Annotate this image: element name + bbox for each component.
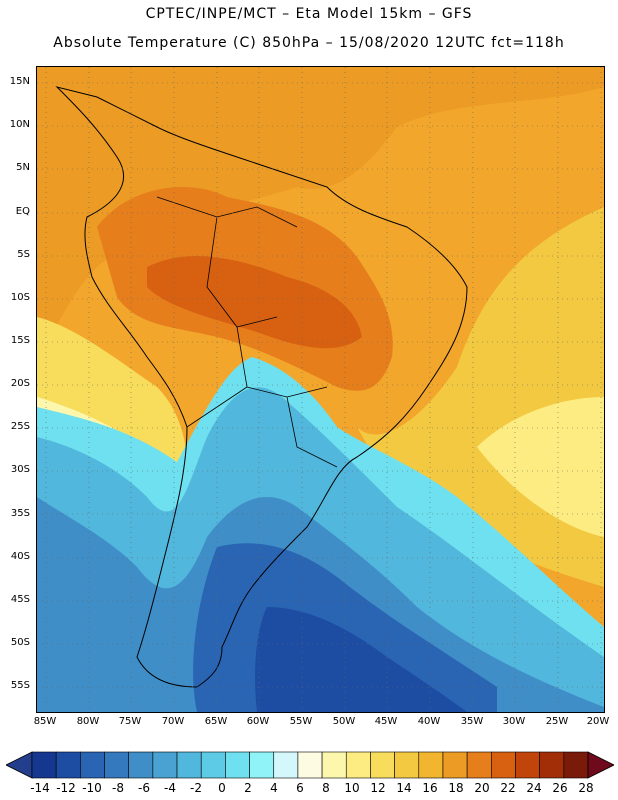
lat-label: 35S [10,508,30,519]
colorbar-cell [128,751,154,779]
lat-label: 55S [10,680,30,691]
colorbar-cell [442,751,468,779]
lat-label: 50S [10,637,30,648]
colorbar-label: 6 [296,781,304,795]
colorbar-label: 8 [322,781,330,795]
country-borders [156,196,338,468]
title-line-1: CPTEC/INPE/MCT – Eta Model 15km – GFS [145,6,473,22]
colorbar-cell [176,751,202,779]
colorbar-label: 24 [526,781,542,795]
temperature-map [37,67,604,712]
lat-label: 10N [9,119,30,130]
lon-label: 25W [545,716,569,727]
colorbar-cell [515,751,540,779]
lon-label: 70W [161,716,185,727]
colorbar-cell [55,751,81,779]
colorbar-cell [225,751,250,779]
lat-label: 45S [10,594,30,605]
lat-label: 5N [16,162,30,173]
title-line-2: Absolute Temperature (C) 850hPa – 15/08/… [53,35,565,51]
colorbar-cell [249,751,275,779]
lon-label: 60W [246,716,270,727]
lat-label: 40S [10,551,30,562]
lat-label: 15S [10,335,30,346]
colorbar-label: -10 [82,781,102,795]
colorbar-cell [418,751,444,779]
coastline-south-america [55,86,468,688]
colorbar-cell [273,751,299,779]
colorbar-cell [321,751,347,779]
colorbar-label: 10 [344,781,360,795]
colorbar-label: -12 [56,781,76,795]
colorbar-under-triangle [6,751,33,779]
colorbar-label: 28 [578,781,594,795]
shade-amazon-hotter [147,256,362,349]
colorbar-label: 22 [500,781,516,795]
colorbar-label: 16 [422,781,438,795]
colorbar-label: -14 [30,781,50,795]
lon-label: 80W [76,716,100,727]
lon-label: 35W [460,716,484,727]
lon-label: 20W [586,716,610,727]
lon-label: 30W [502,716,526,727]
colorbar-label: -8 [112,781,124,795]
lat-label: 20S [10,378,30,389]
colorbar-cells [31,751,589,779]
colorbar-label: -4 [164,781,176,795]
colorbar-label: 4 [270,781,278,795]
colorbar-cell [80,751,105,779]
colorbar-label: 14 [396,781,412,795]
lon-label: 45W [374,716,398,727]
shade-cold-deepest [255,607,467,712]
lon-label: 50W [332,716,356,727]
colorbar-cell [297,751,323,779]
lon-label: 85W [33,716,57,727]
colorbar-cell [370,751,395,779]
colorbar-cell [104,751,129,779]
colorbar-label: -2 [190,781,202,795]
lon-label: 40W [417,716,441,727]
colorbar [6,751,614,779]
colorbar-cell [563,751,589,779]
lat-label: 10S [10,292,30,303]
colorbar-label: 20 [474,781,490,795]
colorbar-label: -6 [138,781,150,795]
lat-label: 15N [9,76,30,87]
lat-label: EQ [15,206,30,217]
colorbar-cell [466,751,492,779]
colorbar-cell [31,751,57,779]
lat-label: 25S [10,421,30,432]
lon-label: 75W [118,716,142,727]
colorbar-cell [345,751,371,779]
colorbar-cell [539,751,565,779]
colorbar-cell [490,751,516,779]
lat-label: 5S [17,249,30,260]
colorbar-over-triangle [587,751,614,779]
colorbar-cell [394,751,420,779]
colorbar-label: 2 [244,781,252,795]
colorbar-label: 18 [448,781,464,795]
lat-label: 30S [10,464,30,475]
colorbar-cell [152,751,178,779]
colorbar-label: 26 [552,781,568,795]
colorbar-label: 0 [218,781,226,795]
map-panel [36,66,605,713]
shade-north-orange [37,67,604,367]
colorbar-cell [200,751,226,779]
colorbar-label: 12 [370,781,386,795]
lon-label: 55W [289,716,313,727]
lon-label: 65W [204,716,228,727]
shade-east-pale [477,397,604,537]
